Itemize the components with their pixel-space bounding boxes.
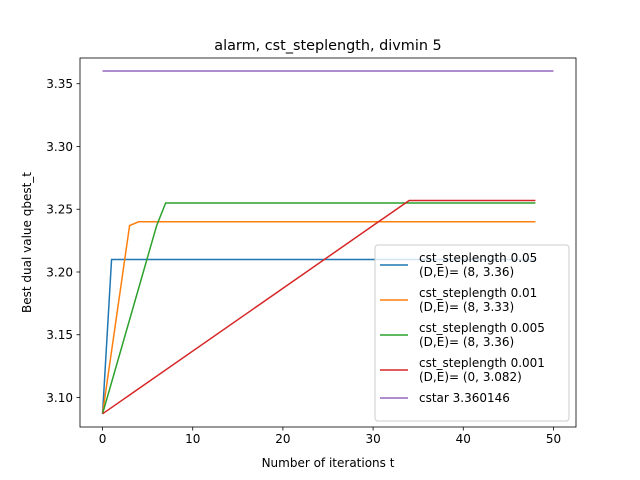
x-tick-label: 0 <box>99 432 107 446</box>
y-tick-label: 3.35 <box>46 77 73 91</box>
y-tick-label: 3.30 <box>46 140 73 154</box>
x-tick-label: 20 <box>275 432 290 446</box>
x-tick-label: 50 <box>546 432 561 446</box>
y-tick-label: 3.20 <box>46 265 73 279</box>
x-axis: 0 10 20 30 40 50 <box>99 427 561 446</box>
x-tick-label: 30 <box>365 432 380 446</box>
legend-box <box>374 244 570 422</box>
legend-label-1: cst_steplength 0.01 (D,E)= (8, 3.33) <box>419 286 537 314</box>
y-axis-label: Best dual value qbest_t <box>20 172 34 313</box>
y-tick-label: 3.10 <box>46 391 73 405</box>
series-line-3 <box>102 199 536 415</box>
y-axis: 3.10 3.15 3.20 3.25 3.30 3.35 <box>46 77 80 405</box>
series-line-1 <box>101 221 536 414</box>
legend-label-3: cst_steplength 0.001 (D,E)= (0, 3.082) <box>419 356 545 384</box>
legend-label-2: cst_steplength 0.005 (D,E)= (8, 3.36) <box>419 321 545 349</box>
y-tick-label: 3.25 <box>46 203 73 217</box>
series-line-2 <box>101 202 536 415</box>
x-axis-label: Number of iterations t <box>262 456 395 470</box>
y-tick-label: 3.15 <box>46 328 73 342</box>
plot-frame <box>79 57 577 428</box>
chart-title: alarm, cst_steplength, divmin 5 <box>214 38 441 54</box>
legend-label-0: cst_steplength 0.05 (D,E)= (8, 3.36) <box>419 251 537 279</box>
x-tick-label: 10 <box>185 432 200 446</box>
legend: cst_steplength 0.05 (D,E)= (8, 3.36) cst_s… <box>374 244 570 422</box>
legend-label-4: cstar 3.360146 <box>419 391 510 405</box>
x-tick-label: 40 <box>456 432 471 446</box>
